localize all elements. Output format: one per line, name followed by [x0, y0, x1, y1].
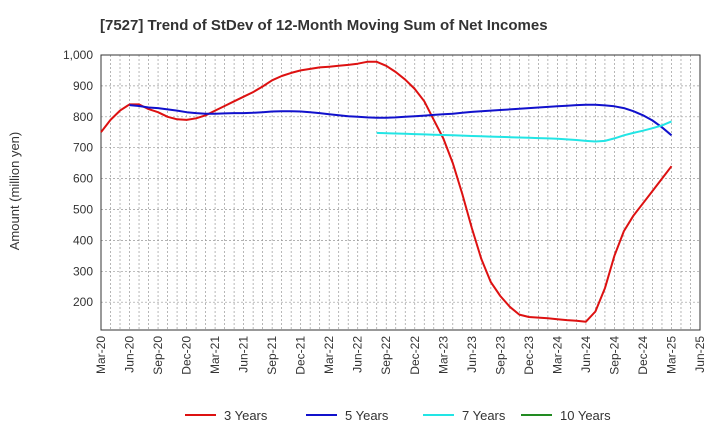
- y-tick-label: 700: [73, 141, 93, 155]
- y-tick-label: 900: [73, 79, 93, 93]
- legend-label-3-years: 3 Years: [224, 408, 268, 423]
- y-axis-ticks: 200 300 400 500 600 700 800 900 1,000: [63, 48, 93, 309]
- grid: [100, 54, 701, 331]
- x-tick-label: Sep-21: [265, 336, 279, 375]
- y-tick-label: 300: [73, 264, 93, 278]
- x-tick-label: Dec-23: [522, 336, 536, 375]
- legend: 3 Years 5 Years 7 Years 10 Years: [185, 408, 611, 423]
- x-tick-label: Mar-23: [436, 336, 450, 374]
- x-tick-label: Jun-22: [351, 336, 365, 373]
- series-line-3-years: [100, 60, 673, 323]
- x-tick-label: Mar-22: [322, 336, 336, 374]
- plot-frame: [100, 54, 701, 331]
- x-tick-label: Mar-20: [94, 336, 108, 374]
- legend-label-7-years: 7 Years: [462, 408, 506, 423]
- x-tick-label: Sep-24: [607, 336, 621, 375]
- x-tick-label: Jun-23: [465, 336, 479, 373]
- legend-label-5-years: 5 Years: [345, 408, 389, 423]
- x-tick-label: Sep-20: [151, 336, 165, 375]
- y-tick-label: 200: [73, 295, 93, 309]
- series-line-7-years: [376, 120, 672, 143]
- y-tick-label: 1,000: [63, 48, 93, 62]
- y-tick-label: 800: [73, 110, 93, 124]
- x-tick-label: Jun-21: [237, 336, 251, 373]
- x-tick-label: Mar-21: [208, 336, 222, 374]
- y-tick-label: 500: [73, 202, 93, 216]
- series-line-5-years: [129, 103, 673, 137]
- series-lines: [100, 60, 673, 323]
- x-tick-label: Dec-20: [180, 336, 194, 375]
- x-tick-label: Jun-25: [693, 336, 707, 373]
- x-tick-label: Dec-24: [636, 336, 650, 375]
- x-tick-label: Sep-22: [379, 336, 393, 375]
- x-tick-label: Mar-25: [664, 336, 678, 374]
- x-tick-label: Jun-24: [579, 336, 593, 373]
- x-tick-label: Dec-22: [408, 336, 422, 375]
- legend-label-10-years: 10 Years: [560, 408, 611, 423]
- x-tick-label: Mar-24: [550, 336, 564, 374]
- x-tick-label: Dec-21: [294, 336, 308, 375]
- x-tick-label: Sep-23: [493, 336, 507, 375]
- y-tick-label: 600: [73, 172, 93, 186]
- x-axis-ticks: Mar-20 Jun-20 Sep-20 Dec-20 Mar-21 Jun-21 Sep-…: [94, 336, 707, 375]
- x-tick-label: Jun-20: [123, 336, 137, 373]
- chart-title: [7527] Trend of StDev of 12-Month Moving…: [100, 17, 548, 34]
- y-axis-label: Amount (million yen): [7, 132, 22, 251]
- y-tick-label: 400: [73, 233, 93, 247]
